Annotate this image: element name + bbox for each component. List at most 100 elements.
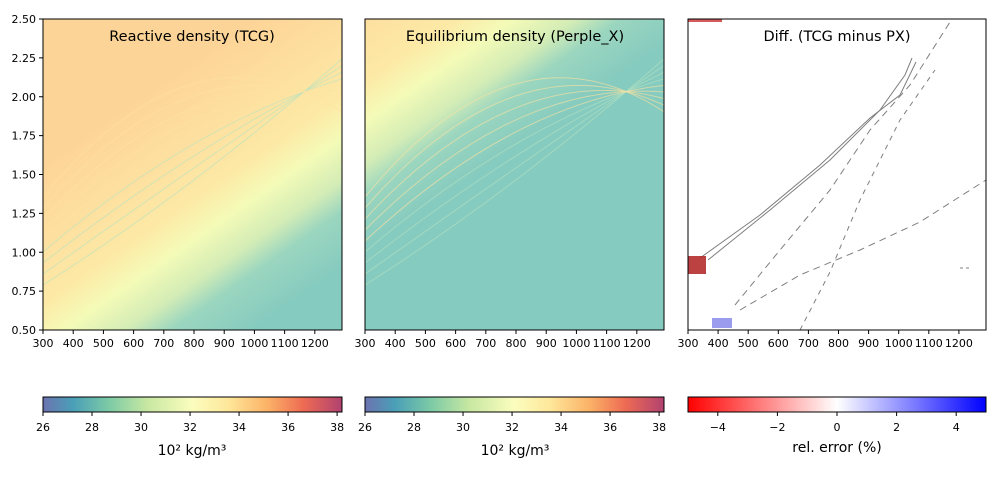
x-tick-label: 600 bbox=[768, 337, 789, 350]
contour-line-upper-inner bbox=[707, 57, 913, 261]
colorbar-tick-label: 28 bbox=[85, 421, 99, 434]
colorbar-tick-label: 26 bbox=[36, 421, 50, 434]
contour-dashes-lower bbox=[739, 179, 987, 311]
density-contour bbox=[42, 77, 343, 198]
colorbar-tick-label: 30 bbox=[456, 421, 470, 434]
error-mark-negative bbox=[688, 256, 706, 274]
colorbar-tick-label: 32 bbox=[505, 421, 519, 434]
x-tick-label: 500 bbox=[738, 337, 759, 350]
x-tick-label: 600 bbox=[123, 337, 144, 350]
density-contour bbox=[364, 77, 665, 198]
colorbar-diff: −4 −2 0 2 4 rel. error (%) bbox=[687, 396, 987, 456]
density-field-tcg bbox=[42, 19, 343, 330]
x-tick-label: 700 bbox=[475, 337, 496, 350]
panel-title-diff: Diff. (TCG minus PX) bbox=[763, 29, 910, 45]
y-tick-label: 1.00 bbox=[12, 246, 37, 259]
colorbar-label-tcg: 10² kg/m³ bbox=[158, 443, 227, 459]
x-tick-label: 500 bbox=[93, 337, 114, 350]
colorbar-gradient-perplex bbox=[364, 396, 665, 413]
y-ticks-tcg: 0.50 0.75 1.00 1.25 1.50 1.75 2.00 2.25 2.50 bbox=[12, 13, 43, 337]
x-tick-label: 900 bbox=[214, 337, 235, 350]
x-tick-label: 800 bbox=[828, 337, 849, 350]
diff-background bbox=[688, 19, 986, 330]
x-tick-label: 1000 bbox=[562, 337, 590, 350]
panel-title-tcg: Reactive density (TCG) bbox=[109, 29, 274, 45]
colorbar-tcg: 26 28 30 32 34 36 38 10² kg/m³ bbox=[36, 396, 344, 459]
x-tick-label: 1200 bbox=[945, 337, 973, 350]
y-tick-label: 1.50 bbox=[12, 169, 37, 182]
colorbar-tick-label: 34 bbox=[554, 421, 568, 434]
x-ticks-perplex: 300 400 500 600 700 800 900 1000 1100 1200 bbox=[355, 330, 651, 350]
y-tick-label: 0.75 bbox=[12, 285, 37, 298]
colorbar-tick-label: −2 bbox=[769, 421, 785, 434]
contour-line-upper bbox=[699, 61, 917, 259]
colorbar-tick-label: 2 bbox=[893, 421, 900, 434]
colorbar-gradient-diff bbox=[687, 396, 987, 413]
colorbar-tick-label: 0 bbox=[834, 421, 841, 434]
x-tick-label: 700 bbox=[798, 337, 819, 350]
axes-frame-perplex bbox=[364, 18, 665, 331]
axes-frame-diff bbox=[687, 18, 987, 331]
colorbar-perplex: 26 28 30 32 34 36 38 10² kg/m³ bbox=[358, 396, 666, 459]
colorbar-tick-label: −4 bbox=[710, 421, 726, 434]
colorbar-tick-label: 28 bbox=[407, 421, 421, 434]
colorbar-tick-label: 4 bbox=[953, 421, 960, 434]
x-tick-label: 1100 bbox=[593, 337, 621, 350]
x-tick-label: 300 bbox=[355, 337, 376, 350]
colorbar-tick-label: 32 bbox=[183, 421, 197, 434]
colorbar-ticks-perplex: 26 28 30 32 34 36 38 bbox=[358, 412, 666, 434]
y-tick-label: 2.25 bbox=[12, 52, 37, 65]
x-tick-label: 400 bbox=[63, 337, 84, 350]
y-tick-label: 0.50 bbox=[12, 324, 37, 337]
error-mark-top bbox=[688, 19, 722, 22]
x-tick-label: 900 bbox=[858, 337, 879, 350]
x-tick-label: 1100 bbox=[915, 337, 943, 350]
panel-tcg: Reactive density (TCG) 300 400 500 600 700 80… bbox=[12, 13, 343, 350]
colorbar-tick-label: 38 bbox=[652, 421, 666, 434]
x-tick-label: 1100 bbox=[271, 337, 299, 350]
x-tick-label: 800 bbox=[184, 337, 205, 350]
x-tick-label: 1200 bbox=[301, 337, 329, 350]
x-tick-label: 900 bbox=[536, 337, 557, 350]
contour-dashes-diagonal bbox=[799, 69, 936, 331]
x-tick-label: 500 bbox=[415, 337, 436, 350]
x-tick-label: 1200 bbox=[623, 337, 651, 350]
x-tick-label: 1000 bbox=[240, 337, 268, 350]
x-tick-label: 600 bbox=[445, 337, 466, 350]
x-tick-label: 700 bbox=[153, 337, 174, 350]
colorbar-tick-label: 30 bbox=[134, 421, 148, 434]
x-ticks-diff: 300 400 500 600 700 800 900 1000 1100 1200 bbox=[678, 330, 973, 350]
y-tick-label: 2.50 bbox=[12, 13, 37, 26]
y-tick-label: 1.25 bbox=[12, 207, 37, 220]
colorbar-label-diff: rel. error (%) bbox=[792, 440, 881, 456]
density-field-perplex bbox=[364, 19, 665, 330]
y-tick-label: 1.75 bbox=[12, 130, 37, 143]
x-tick-label: 800 bbox=[506, 337, 527, 350]
panel-diff: Diff. (TCG minus PX) 300 400 500 600 700 800 9… bbox=[678, 18, 987, 350]
colorbar-gradient-tcg bbox=[42, 396, 343, 413]
colorbar-ticks-diff: −4 −2 0 2 4 bbox=[710, 412, 960, 434]
diff-error-marks bbox=[688, 19, 732, 328]
x-tick-label: 400 bbox=[385, 337, 406, 350]
density-field-fill bbox=[365, 19, 664, 330]
panel-title-perplex: Equilibrium density (Perple_X) bbox=[406, 29, 624, 45]
diff-contours bbox=[699, 21, 987, 331]
colorbar-tick-label: 36 bbox=[603, 421, 617, 434]
contour-dashes-middle bbox=[734, 21, 951, 306]
x-tick-label: 300 bbox=[678, 337, 699, 350]
x-tick-label: 400 bbox=[708, 337, 729, 350]
x-ticks-tcg: 300 400 500 600 700 800 900 1000 1100 1200 bbox=[33, 330, 329, 350]
colorbar-tick-label: 26 bbox=[358, 421, 372, 434]
colorbar-tick-label: 38 bbox=[330, 421, 344, 434]
density-field-fill bbox=[43, 19, 342, 330]
error-mark-positive bbox=[712, 318, 732, 328]
colorbar-ticks-tcg: 26 28 30 32 34 36 38 bbox=[36, 412, 344, 434]
x-tick-label: 1000 bbox=[885, 337, 913, 350]
colorbar-tick-label: 34 bbox=[232, 421, 246, 434]
colorbar-tick-label: 36 bbox=[281, 421, 295, 434]
colorbar-label-perplex: 10² kg/m³ bbox=[481, 443, 550, 459]
y-tick-label: 2.00 bbox=[12, 91, 37, 104]
panel-perplex: Equilibrium density (Perple_X) 300 400 500… bbox=[355, 18, 665, 350]
x-tick-label: 300 bbox=[33, 337, 54, 350]
